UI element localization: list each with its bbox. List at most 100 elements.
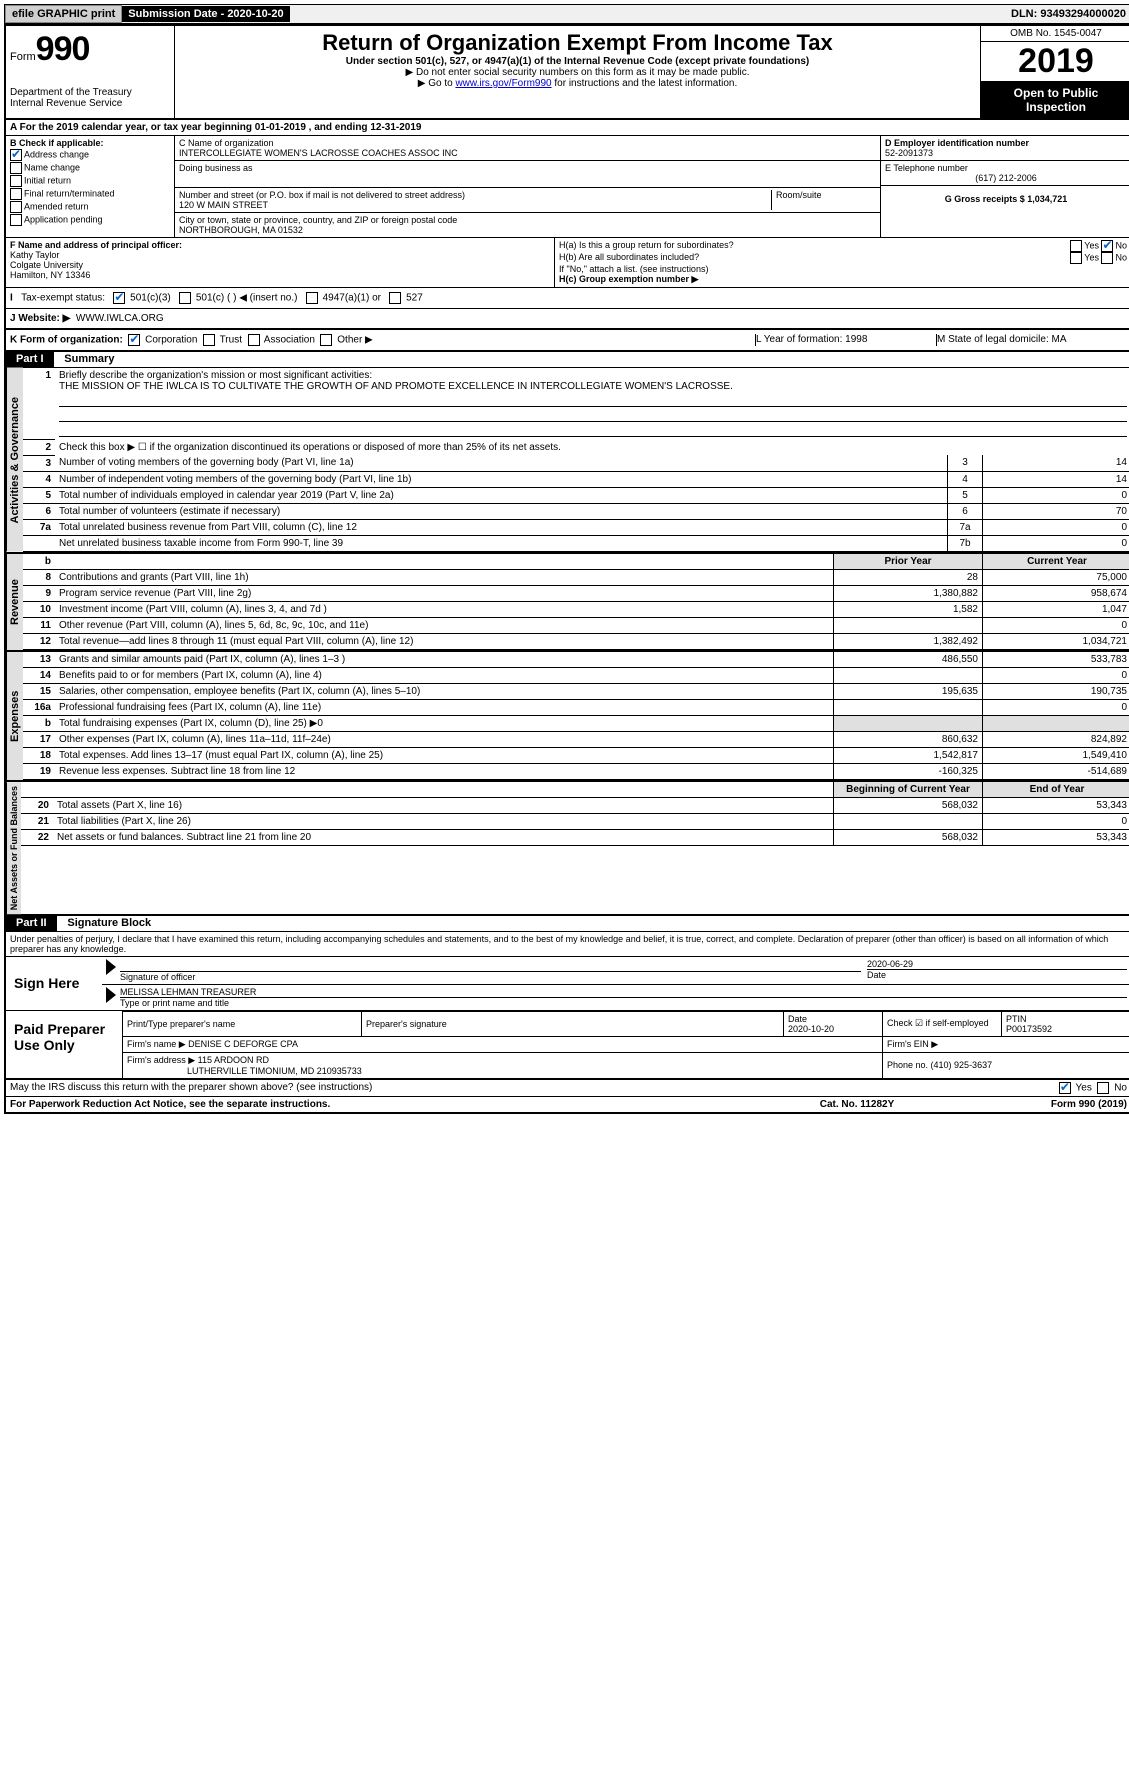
officer-typed-name: MELISSA LEHMAN TREASURER bbox=[120, 987, 1127, 997]
hb-note: If "No," attach a list. (see instruction… bbox=[559, 264, 1127, 274]
v6: 70 bbox=[983, 503, 1129, 519]
trust-checkbox[interactable] bbox=[203, 334, 215, 346]
note-link: ▶ Go to www.irs.gov/Form990 for instruct… bbox=[179, 78, 976, 89]
other-checkbox[interactable] bbox=[320, 334, 332, 346]
p16a bbox=[834, 699, 983, 715]
part1-header: Part I bbox=[6, 351, 54, 367]
ha-yes[interactable] bbox=[1070, 240, 1082, 252]
p8: 28 bbox=[834, 569, 983, 585]
officer-name: Kathy Taylor bbox=[10, 250, 59, 260]
line19: Revenue less expenses. Subtract line 18 … bbox=[55, 763, 834, 779]
form-ref: Form 990 (2019) bbox=[947, 1099, 1127, 1110]
firm-addr2: LUTHERVILLE TIMONIUM, MD 210935733 bbox=[187, 1066, 362, 1076]
self-employed-hdr: Check ☑ if self-employed bbox=[883, 1011, 1002, 1036]
ha-no[interactable] bbox=[1101, 240, 1113, 252]
501c3-checkbox[interactable] bbox=[113, 292, 125, 304]
website-label: J Website: ▶ bbox=[10, 313, 70, 324]
line3: Number of voting members of the governin… bbox=[55, 455, 948, 471]
p14 bbox=[834, 667, 983, 683]
c19: -514,689 bbox=[983, 763, 1129, 779]
p19: -160,325 bbox=[834, 763, 983, 779]
c14: 0 bbox=[983, 667, 1129, 683]
paid-preparer-label: Paid Preparer Use Only bbox=[6, 1011, 122, 1078]
org-name: INTERCOLLEGIATE WOMEN'S LACROSSE COACHES… bbox=[179, 148, 876, 158]
hb-no[interactable] bbox=[1101, 252, 1113, 264]
assoc-checkbox[interactable] bbox=[248, 334, 260, 346]
pra-notice: For Paperwork Reduction Act Notice, see … bbox=[10, 1099, 767, 1110]
tax-year: 2019 bbox=[981, 42, 1129, 82]
city-value: NORTHBOROUGH, MA 01532 bbox=[179, 225, 876, 235]
prep-sig-hdr: Preparer's signature bbox=[362, 1011, 784, 1036]
typed-name-label: Type or print name and title bbox=[120, 997, 1127, 1008]
discuss-yes[interactable] bbox=[1059, 1082, 1071, 1094]
name-change-checkbox[interactable] bbox=[10, 162, 22, 174]
527-checkbox[interactable] bbox=[389, 292, 401, 304]
v7b: 0 bbox=[983, 535, 1129, 551]
website-value: WWW.IWLCA.ORG bbox=[76, 313, 164, 324]
c15: 190,735 bbox=[983, 683, 1129, 699]
c8: 75,000 bbox=[983, 569, 1129, 585]
c9: 958,674 bbox=[983, 585, 1129, 601]
ptin-val: P00173592 bbox=[1006, 1024, 1052, 1034]
officer-label: F Name and address of principal officer: bbox=[10, 240, 182, 250]
org-name-label: C Name of organization bbox=[179, 138, 876, 148]
line20: Total assets (Part X, line 16) bbox=[53, 797, 834, 813]
room-suite-label: Room/suite bbox=[771, 190, 876, 210]
officer-city: Hamilton, NY 13346 bbox=[10, 270, 90, 280]
v5: 0 bbox=[983, 487, 1129, 503]
line2: Check this box ▶ ☐ if the organization d… bbox=[55, 439, 1129, 455]
dept-treasury: Department of the Treasury bbox=[10, 87, 170, 98]
top-bar: efile GRAPHIC print Submission Date - 20… bbox=[4, 4, 1129, 24]
irs-link[interactable]: www.irs.gov/Form990 bbox=[455, 78, 551, 89]
corp-checkbox[interactable] bbox=[128, 334, 140, 346]
p20: 568,032 bbox=[834, 797, 983, 813]
p21 bbox=[834, 813, 983, 829]
form-body: Form990 Department of the Treasury Inter… bbox=[4, 24, 1129, 1114]
line4: Number of independent voting members of … bbox=[55, 471, 948, 487]
gross-receipts: G Gross receipts $ 1,034,721 bbox=[945, 194, 1068, 204]
efile-print-button[interactable]: efile GRAPHIC print bbox=[5, 5, 122, 23]
application-pending-checkbox[interactable] bbox=[10, 214, 22, 226]
phone-value: (617) 212-2006 bbox=[885, 173, 1127, 183]
initial-return-checkbox[interactable] bbox=[10, 175, 22, 187]
final-return-checkbox[interactable] bbox=[10, 188, 22, 200]
beg-year-hdr: Beginning of Current Year bbox=[834, 782, 983, 798]
hc-label: H(c) Group exemption number ▶ bbox=[559, 274, 1127, 285]
4947-checkbox[interactable] bbox=[306, 292, 318, 304]
501c-checkbox[interactable] bbox=[179, 292, 191, 304]
addr-value: 120 W MAIN STREET bbox=[179, 200, 771, 210]
c22: 53,343 bbox=[983, 829, 1129, 845]
line15: Salaries, other compensation, employee b… bbox=[55, 683, 834, 699]
vlabel-governance: Activities & Governance bbox=[6, 368, 23, 552]
ptin-hdr: PTIN bbox=[1006, 1014, 1027, 1024]
firm-ein-label: Firm's EIN ▶ bbox=[883, 1036, 1129, 1052]
c13: 533,783 bbox=[983, 652, 1129, 668]
p10: 1,582 bbox=[834, 601, 983, 617]
line6: Total number of volunteers (estimate if … bbox=[55, 503, 948, 519]
arrow-icon bbox=[106, 987, 116, 1003]
irs-label: Internal Revenue Service bbox=[10, 98, 170, 109]
line17: Other expenses (Part IX, column (A), lin… bbox=[55, 731, 834, 747]
form-title: Return of Organization Exempt From Incom… bbox=[179, 30, 976, 56]
ein-label: D Employer identification number bbox=[885, 138, 1029, 148]
col-b-checkboxes: B Check if applicable: Address change Na… bbox=[6, 136, 175, 237]
amended-return-checkbox[interactable] bbox=[10, 201, 22, 213]
sig-date-label: Date bbox=[867, 969, 1127, 980]
c20: 53,343 bbox=[983, 797, 1129, 813]
submission-date: Submission Date - 2020-10-20 bbox=[122, 6, 289, 22]
state-domicile: M State of legal domicile: MA bbox=[936, 334, 1127, 346]
c16a: 0 bbox=[983, 699, 1129, 715]
line5: Total number of individuals employed in … bbox=[55, 487, 948, 503]
hb-yes[interactable] bbox=[1070, 252, 1082, 264]
firm-addr-label: Firm's address ▶ bbox=[127, 1055, 195, 1065]
address-change-checkbox[interactable] bbox=[10, 149, 22, 161]
row-a-period: A For the 2019 calendar year, or tax yea… bbox=[6, 120, 1129, 136]
v3: 14 bbox=[983, 455, 1129, 471]
line18: Total expenses. Add lines 13–17 (must eq… bbox=[55, 747, 834, 763]
line10: Investment income (Part VIII, column (A)… bbox=[55, 601, 834, 617]
arrow-icon bbox=[106, 959, 116, 975]
current-year-hdr: Current Year bbox=[983, 554, 1129, 570]
dln: DLN: 93493294000020 bbox=[1005, 6, 1129, 22]
discuss-no[interactable] bbox=[1097, 1082, 1109, 1094]
line12: Total revenue—add lines 8 through 11 (mu… bbox=[55, 633, 834, 649]
